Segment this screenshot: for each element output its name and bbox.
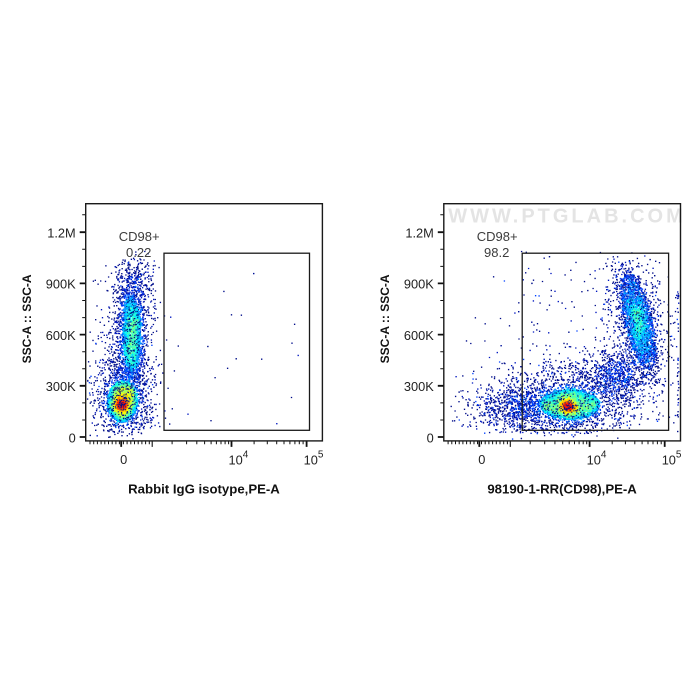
svg-text:Rabbit IgG isotype,PE-A: Rabbit IgG isotype,PE-A (128, 482, 280, 497)
svg-text:300K: 300K (404, 379, 434, 394)
svg-text:1.2M: 1.2M (47, 226, 75, 241)
svg-text:SSC-A :: SSC-A: SSC-A :: SSC-A (378, 274, 392, 363)
svg-text:1.2M: 1.2M (405, 226, 433, 241)
svg-text:0: 0 (478, 452, 485, 467)
svg-text:WWW.PTGLAB.COM: WWW.PTGLAB.COM (448, 206, 686, 228)
svg-text:CD98+: CD98+ (477, 229, 518, 244)
svg-text:300K: 300K (46, 379, 76, 394)
svg-text:900K: 900K (404, 277, 434, 292)
svg-text:600K: 600K (404, 328, 434, 343)
svg-text:0: 0 (120, 452, 127, 467)
svg-text:0: 0 (427, 430, 434, 445)
svg-text:0: 0 (69, 430, 76, 445)
svg-text:600K: 600K (46, 328, 76, 343)
svg-text:98.2: 98.2 (484, 245, 509, 260)
svg-text:SSC-A :: SSC-A: SSC-A :: SSC-A (20, 274, 34, 363)
svg-text:CD98+: CD98+ (119, 229, 160, 244)
svg-text:0.22: 0.22 (126, 245, 151, 260)
svg-text:98190-1-RR(CD98),PE-A: 98190-1-RR(CD98),PE-A (487, 482, 637, 497)
svg-text:900K: 900K (46, 277, 76, 292)
